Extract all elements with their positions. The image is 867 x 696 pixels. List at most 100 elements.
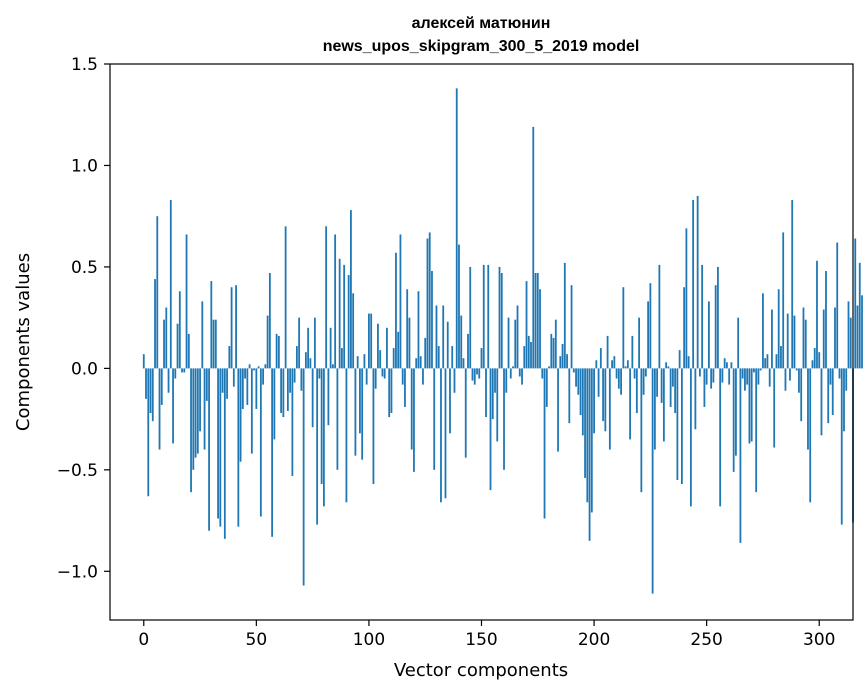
- bar-318: [858, 262, 861, 369]
- bar-301: [820, 368, 823, 436]
- bar-37: [226, 368, 228, 399]
- bar-0: [142, 354, 145, 369]
- bar-130: [435, 305, 438, 369]
- bar-73: [307, 327, 310, 369]
- bar-168: [521, 368, 523, 385]
- bar-9: [163, 319, 165, 369]
- bar-15: [176, 323, 179, 369]
- bar-66: [291, 368, 294, 476]
- bar-207: [608, 368, 611, 450]
- bar-191: [572, 368, 575, 373]
- bar-146: [471, 368, 474, 381]
- bar-106: [381, 368, 384, 377]
- bar-196: [584, 368, 586, 478]
- bar-308: [836, 242, 839, 369]
- bar-112: [395, 252, 397, 369]
- bar-94: [354, 368, 357, 456]
- chart-title-line2: news_upos_skipgram_300_5_2019 model: [323, 38, 640, 55]
- bar-100: [368, 313, 370, 369]
- bar-129: [433, 368, 436, 470]
- x-tick-label: 100: [353, 630, 385, 650]
- bar-103: [374, 368, 377, 389]
- bar-289: [793, 315, 796, 369]
- bar-204: [602, 368, 604, 422]
- bar-186: [561, 344, 564, 369]
- bar-305: [829, 368, 832, 385]
- bar-86: [336, 368, 339, 470]
- bar-264: [737, 317, 740, 369]
- bar-203: [599, 348, 602, 369]
- x-tick-label: 50: [246, 630, 268, 650]
- bar-235: [671, 368, 674, 387]
- x-axis-ticks: 0 50 100 150 200 250 300: [138, 620, 835, 650]
- bar-22: [192, 368, 195, 470]
- bar-59: [275, 333, 278, 369]
- bar-214: [624, 366, 627, 369]
- bar-200: [593, 368, 595, 434]
- bar-233: [667, 366, 670, 369]
- bar-163: [509, 368, 512, 379]
- bar-158: [498, 266, 501, 369]
- bar-180: [548, 366, 550, 369]
- bar-122: [417, 291, 420, 369]
- bar-118: [408, 317, 411, 369]
- bar-23: [194, 368, 197, 458]
- bar-78: [318, 368, 321, 379]
- bar-104: [377, 323, 379, 369]
- bar-70: [300, 368, 303, 391]
- bar-45: [244, 368, 246, 379]
- bar-178: [543, 368, 546, 519]
- bar-24: [196, 368, 199, 454]
- bar-136: [449, 368, 451, 434]
- bar-243: [689, 368, 692, 507]
- bar-113: [397, 331, 400, 369]
- bar-248: [701, 264, 704, 369]
- bar-177: [541, 368, 544, 379]
- bar-99: [365, 368, 368, 385]
- bar-307: [834, 307, 836, 369]
- bar-40: [232, 368, 235, 387]
- bar-213: [622, 287, 625, 369]
- bar-292: [800, 368, 803, 422]
- bar-35: [221, 368, 224, 393]
- bar-284: [782, 232, 785, 369]
- bar-1: [145, 368, 147, 399]
- bar-41: [235, 285, 237, 369]
- bar-290: [795, 368, 798, 371]
- bar-269: [748, 368, 751, 444]
- bar-77: [316, 368, 319, 525]
- bar-48: [250, 368, 253, 454]
- bar-173: [532, 126, 535, 369]
- bar-150: [480, 348, 483, 369]
- bar-29: [208, 368, 210, 531]
- bar-16: [178, 291, 181, 369]
- bar-93: [352, 293, 355, 369]
- bar-287: [789, 368, 791, 381]
- bar-221: [640, 368, 643, 493]
- bar-125: [424, 337, 427, 369]
- bar-110: [390, 368, 393, 414]
- bar-155: [491, 368, 494, 420]
- bar-21: [190, 368, 192, 493]
- bar-127: [428, 232, 431, 369]
- bar-188: [566, 354, 568, 369]
- bar-317: [856, 305, 859, 369]
- bar-160: [503, 368, 505, 470]
- bar-296: [809, 368, 812, 503]
- bar-300: [818, 352, 821, 369]
- bar-53: [262, 368, 264, 385]
- bar-57: [271, 368, 274, 537]
- bar-68: [295, 346, 298, 369]
- bar-309: [838, 368, 841, 379]
- bar-18: [183, 368, 186, 373]
- bar-5: [154, 279, 156, 369]
- bar-142: [462, 358, 465, 369]
- bar-164: [512, 366, 514, 369]
- bar-11: [167, 368, 170, 393]
- bar-47: [248, 364, 251, 369]
- bar-111: [392, 348, 395, 369]
- bar-242: [687, 356, 690, 369]
- bar-36: [223, 368, 226, 539]
- bar-171: [527, 335, 530, 369]
